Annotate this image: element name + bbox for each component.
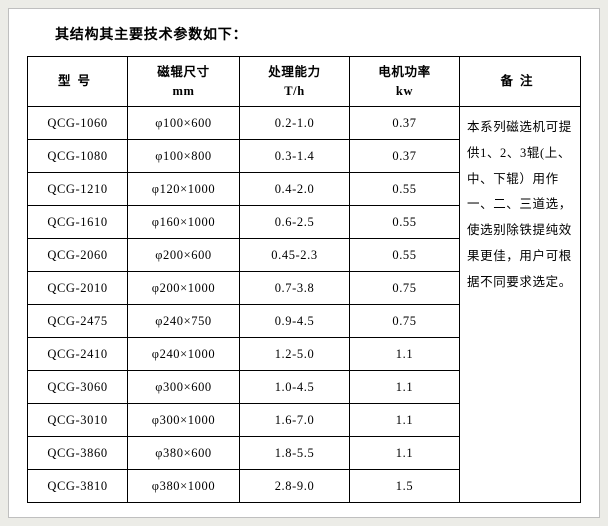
cell-capacity: 1.2-5.0 (240, 338, 350, 371)
cell-roller: φ300×600 (128, 371, 240, 404)
cell-capacity: 1.8-5.5 (240, 437, 350, 470)
cell-capacity: 0.45-2.3 (240, 239, 350, 272)
cell-roller: φ160×1000 (128, 206, 240, 239)
cell-capacity: 1.0-4.5 (240, 371, 350, 404)
cell-capacity: 0.7-3.8 (240, 272, 350, 305)
cell-roller: φ200×600 (128, 239, 240, 272)
spec-table: 型号 磁辊尺寸mm 处理能力T/h 电机功率kw 备注 QCG-1060φ100… (27, 56, 581, 503)
panel: 其结构其主要技术参数如下： 型号 磁辊尺寸mm 处理能力T/h 电机功率kw (8, 8, 600, 518)
cell-model: QCG-1210 (28, 173, 128, 206)
cell-capacity: 0.4-2.0 (240, 173, 350, 206)
cell-power: 1.1 (350, 371, 460, 404)
cell-capacity: 1.6-7.0 (240, 404, 350, 437)
cell-roller: φ100×600 (128, 107, 240, 140)
cell-model: QCG-2060 (28, 239, 128, 272)
table-caption: 其结构其主要技术参数如下： (55, 24, 581, 44)
cell-model: QCG-2475 (28, 305, 128, 338)
cell-power: 0.37 (350, 107, 460, 140)
cell-power: 1.1 (350, 338, 460, 371)
cell-roller: φ380×600 (128, 437, 240, 470)
cell-roller: φ300×1000 (128, 404, 240, 437)
cell-capacity: 2.8-9.0 (240, 470, 350, 503)
cell-model: QCG-1060 (28, 107, 128, 140)
table-row: QCG-1060φ100×6000.2-1.00.37本系列磁选机可提供1、2、… (28, 107, 581, 140)
cell-model: QCG-3860 (28, 437, 128, 470)
cell-power: 1.1 (350, 437, 460, 470)
cell-power: 0.75 (350, 272, 460, 305)
remarks-cell: 本系列磁选机可提供1、2、3辊(上、中、下辊）用作一、二、三道选，使选别除铁提纯… (460, 107, 581, 503)
col-header-remarks: 备注 (460, 57, 581, 107)
cell-power: 1.1 (350, 404, 460, 437)
col-header-power: 电机功率kw (350, 57, 460, 107)
cell-roller: φ240×750 (128, 305, 240, 338)
cell-roller: φ100×800 (128, 140, 240, 173)
cell-power: 1.5 (350, 470, 460, 503)
cell-power: 0.37 (350, 140, 460, 173)
table-header-row: 型号 磁辊尺寸mm 处理能力T/h 电机功率kw 备注 (28, 57, 581, 107)
cell-model: QCG-1080 (28, 140, 128, 173)
cell-capacity: 0.2-1.0 (240, 107, 350, 140)
cell-roller: φ200×1000 (128, 272, 240, 305)
cell-model: QCG-3810 (28, 470, 128, 503)
cell-roller: φ120×1000 (128, 173, 240, 206)
cell-power: 0.55 (350, 173, 460, 206)
cell-power: 0.75 (350, 305, 460, 338)
cell-model: QCG-1610 (28, 206, 128, 239)
col-header-capacity: 处理能力T/h (240, 57, 350, 107)
cell-model: QCG-2410 (28, 338, 128, 371)
cell-model: QCG-3060 (28, 371, 128, 404)
cell-capacity: 0.9-4.5 (240, 305, 350, 338)
col-header-model: 型号 (28, 57, 128, 107)
cell-capacity: 0.3-1.4 (240, 140, 350, 173)
cell-roller: φ240×1000 (128, 338, 240, 371)
cell-capacity: 0.6-2.5 (240, 206, 350, 239)
cell-roller: φ380×1000 (128, 470, 240, 503)
cell-power: 0.55 (350, 206, 460, 239)
cell-model: QCG-3010 (28, 404, 128, 437)
cell-model: QCG-2010 (28, 272, 128, 305)
cell-power: 0.55 (350, 239, 460, 272)
col-header-roller: 磁辊尺寸mm (128, 57, 240, 107)
